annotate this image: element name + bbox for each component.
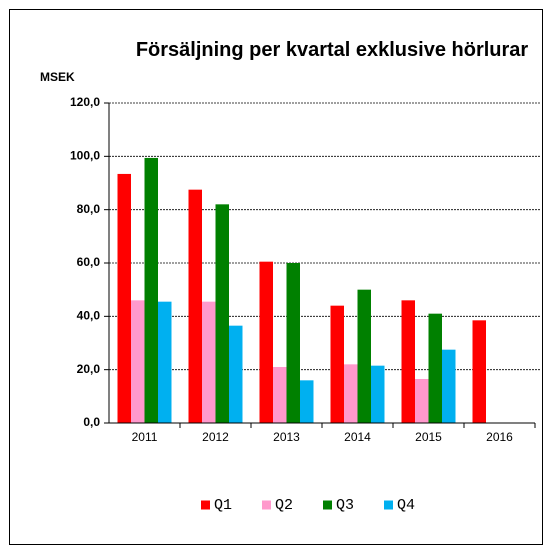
y-tick-label: 80,0 — [77, 202, 101, 216]
bar — [273, 367, 287, 423]
legend-swatch — [201, 500, 210, 510]
bar — [188, 189, 202, 423]
bar — [117, 173, 131, 423]
bar — [472, 320, 486, 423]
bar — [330, 305, 344, 423]
y-axis-label: MSEK — [40, 70, 75, 84]
y-tick-label: 100,0 — [70, 149, 100, 163]
bar — [357, 289, 371, 423]
x-tick-label: 2015 — [415, 430, 442, 444]
legend-label: Q4 — [397, 497, 415, 514]
bar — [428, 313, 442, 423]
chart-title: Försäljning per kvartal exklusive hörlur… — [135, 39, 529, 61]
bar — [371, 365, 385, 423]
x-tick-label: 2011 — [132, 430, 158, 444]
legend-label: Q3 — [336, 497, 354, 514]
bar — [300, 380, 314, 423]
bar — [259, 261, 273, 423]
bar — [344, 364, 358, 423]
bar — [286, 263, 300, 423]
legend-label: Q1 — [214, 497, 232, 514]
x-tick-label: 2012 — [202, 430, 229, 444]
bar — [229, 325, 243, 423]
bar — [401, 300, 415, 423]
y-tick-label: 60,0 — [77, 255, 101, 269]
legend-swatch — [262, 500, 271, 510]
x-tick-label: 2013 — [273, 430, 300, 444]
bar — [158, 301, 172, 423]
bar — [415, 379, 429, 423]
bar — [131, 300, 145, 423]
legend-label: Q2 — [275, 497, 293, 514]
y-tick-label: 120,0 — [70, 95, 100, 109]
bar — [215, 204, 229, 423]
legend-swatch — [384, 500, 393, 510]
x-tick-label: 2014 — [344, 430, 371, 444]
x-tick-label: 2016 — [486, 430, 513, 444]
y-tick-label: 0,0 — [83, 415, 100, 429]
bar — [202, 301, 216, 423]
bar — [144, 157, 158, 423]
bar — [442, 349, 456, 423]
y-tick-label: 40,0 — [77, 309, 101, 323]
y-tick-label: 20,0 — [77, 362, 101, 376]
chart-border — [9, 9, 543, 545]
legend-swatch — [323, 500, 332, 510]
